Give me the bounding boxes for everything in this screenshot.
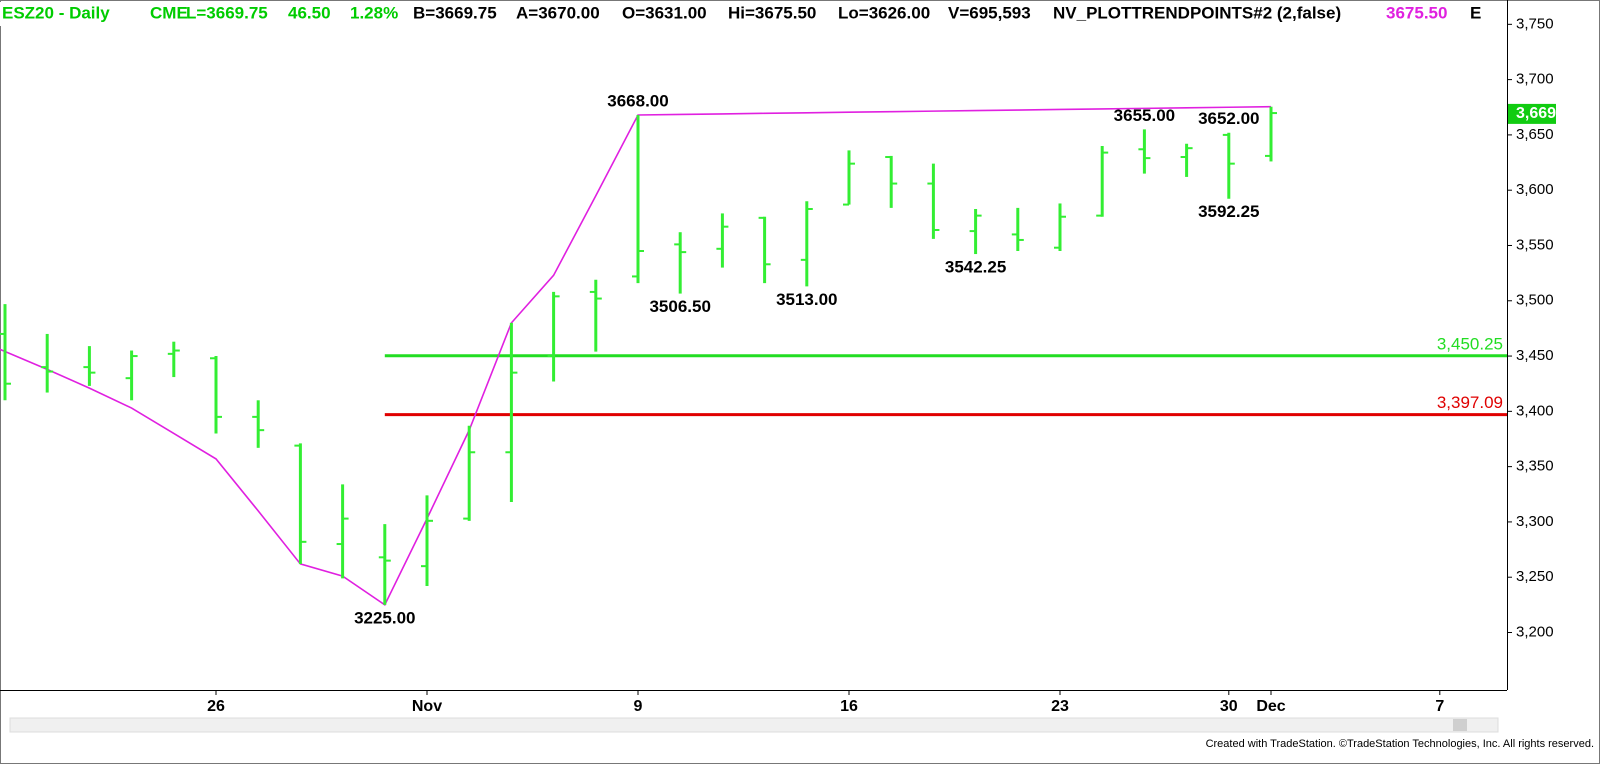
header-item: O=3631.00 — [622, 3, 707, 22]
x-tick-label: 30 — [1220, 698, 1238, 715]
x-tick-label: 23 — [1051, 698, 1069, 715]
low-label: 3225.00 — [354, 608, 415, 627]
x-tick-label: 9 — [634, 698, 643, 715]
last-price-box — [1508, 103, 1556, 124]
y-tick-label: 3,750 — [1516, 15, 1554, 32]
high-label: 3668.00 — [607, 91, 668, 110]
footer: Created with TradeStation. ©TradeStation… — [1206, 738, 1594, 750]
x-tick-label: 7 — [1435, 698, 1444, 715]
header-item: Lo=3626.00 — [838, 3, 930, 22]
header-item: A=3670.00 — [516, 3, 600, 22]
high-label: 3652.00 — [1198, 109, 1259, 128]
header-item: V=695,593 — [948, 3, 1031, 22]
header-item: E — [1470, 3, 1481, 22]
last-price-label: 3,669 — [1516, 105, 1556, 122]
scrollbar[interactable] — [9, 717, 1499, 733]
y-tick-label: 3,700 — [1516, 71, 1554, 88]
y-tick-label: 3,300 — [1516, 513, 1554, 530]
x-tick-label: Dec — [1256, 698, 1285, 715]
header-bg — [0, 2, 1505, 26]
header-item: 1.28% — [350, 3, 398, 22]
level-label: 3,397.09 — [1437, 393, 1503, 412]
header-item: 3675.50 — [1386, 3, 1447, 22]
y-tick-label: 3,600 — [1516, 181, 1554, 198]
header-item: L=3669.75 — [186, 3, 268, 22]
y-tick-label: 3,200 — [1516, 623, 1554, 640]
scrollbar-thumb[interactable] — [1453, 719, 1467, 731]
x-tick-label: 26 — [207, 698, 225, 715]
header-item: NV_PLOTTRENDPOINTS#2 (2,false) — [1053, 3, 1341, 22]
y-tick-label: 3,550 — [1516, 236, 1554, 253]
low-label: 3513.00 — [776, 290, 837, 309]
header-item: 46.50 — [288, 3, 331, 22]
low-label: 3542.25 — [945, 258, 1006, 277]
y-tick-label: 3,450 — [1516, 347, 1554, 364]
header-item: ESZ20 - Daily — [2, 3, 110, 22]
header-item: Hi=3675.50 — [728, 3, 816, 22]
y-tick-label: 3,650 — [1516, 126, 1554, 143]
y-tick-label: 3,350 — [1516, 458, 1554, 475]
y-tick-label: 3,500 — [1516, 292, 1554, 309]
high-label: 3655.00 — [1114, 106, 1175, 125]
x-tick-label: 16 — [840, 698, 858, 715]
level-label: 3,450.25 — [1437, 334, 1503, 353]
header-item: CME — [150, 3, 188, 22]
x-tick-label: Nov — [412, 698, 442, 715]
y-tick-label: 3,250 — [1516, 568, 1554, 585]
y-tick-label: 3,400 — [1516, 402, 1554, 419]
low-label: 3592.25 — [1198, 202, 1259, 221]
header-item: B=3669.75 — [413, 3, 497, 22]
low-label: 3506.50 — [649, 297, 710, 316]
